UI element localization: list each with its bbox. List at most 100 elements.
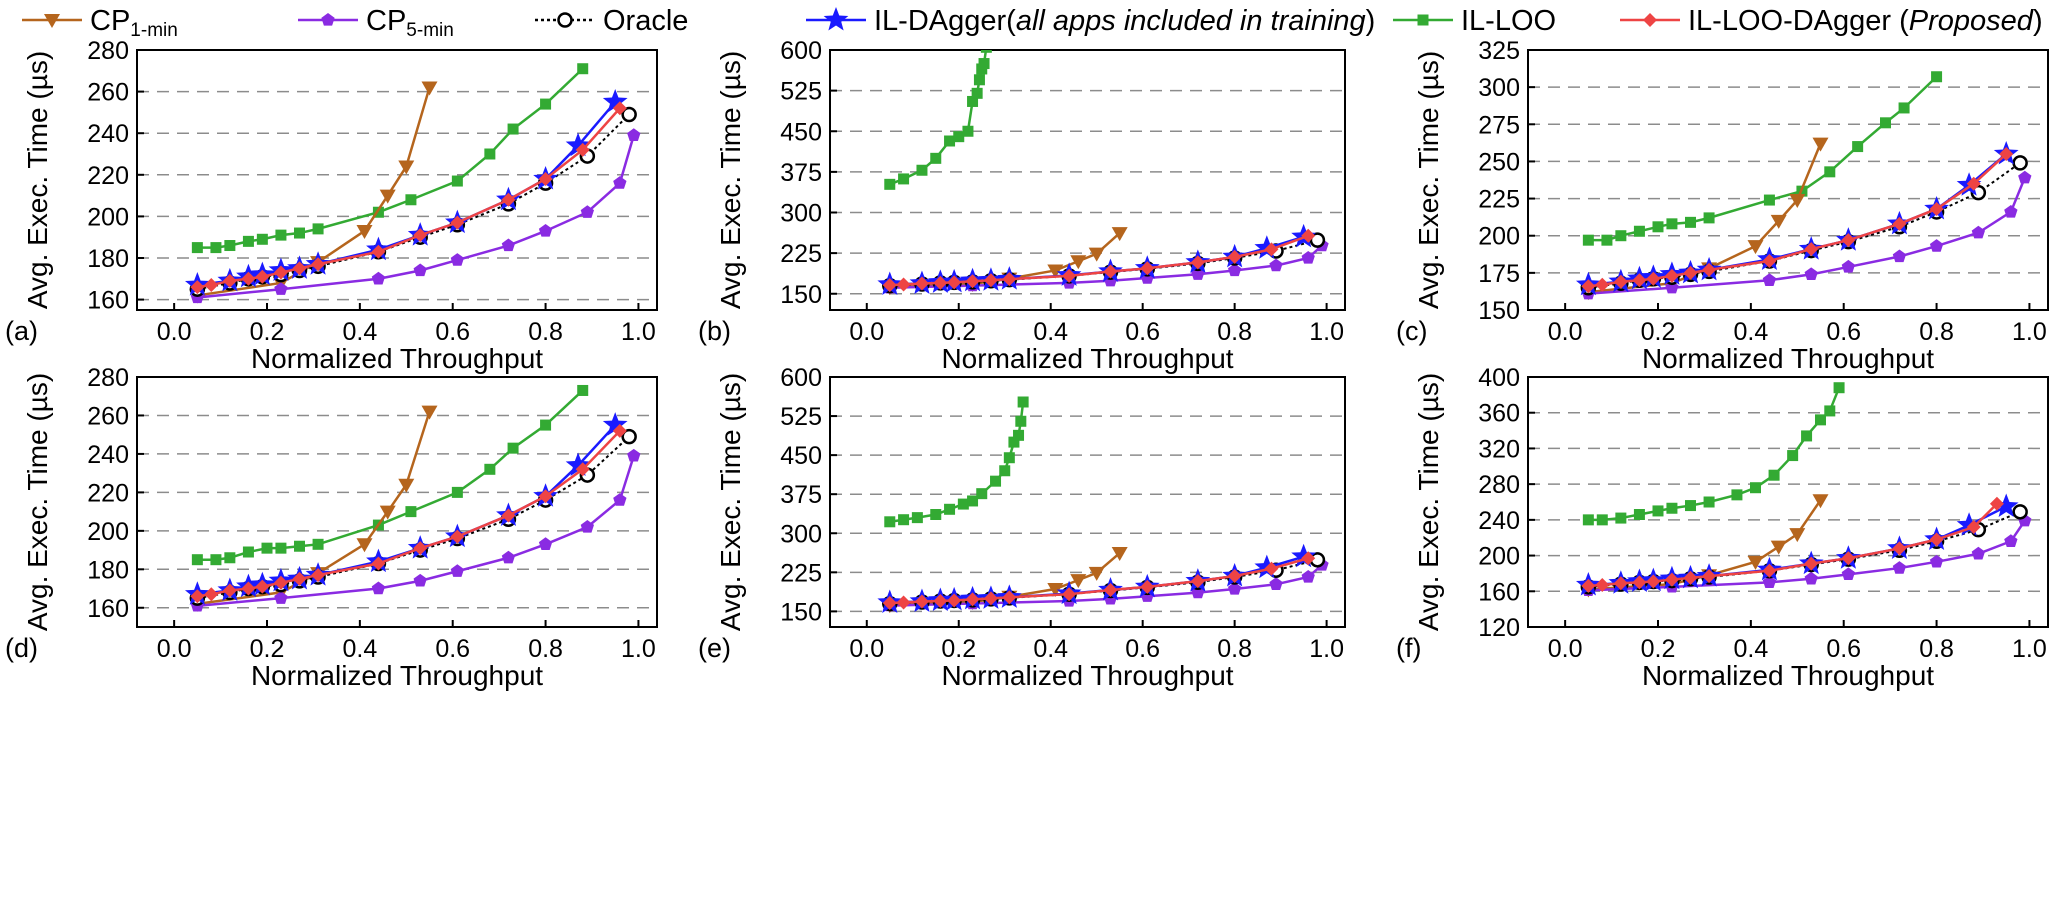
point-illoo [1633,225,1645,237]
point-cp5 [413,573,427,587]
point-illoo [930,152,942,164]
point-illoodagger [1227,249,1242,264]
point-illoo [451,486,463,498]
point-oracle [1970,184,1987,201]
x-tick-label: 0.6 [1125,318,1160,346]
point-cp5 [501,238,516,252]
point-illoodagger [1646,271,1661,286]
point-illoo [256,233,268,245]
x-axis-title: Normalized Throughput [1642,343,1934,374]
point-cp5 [450,564,465,577]
point-illoodagger [1664,268,1679,283]
legend-marker-oracle [557,12,573,28]
plot-frame [1527,49,2049,311]
point-illoodagger [882,278,897,293]
point-illoodagger [501,508,516,523]
y-tick-label: 175 [1478,260,1520,288]
point-oracle [621,106,637,123]
point-illoodagger [1301,551,1316,566]
point-illoo [1685,500,1696,512]
y-tick-label: 250 [1478,148,1520,176]
x-axis-title: Normalized Throughput [1642,660,1934,691]
point-illoodagger [1683,265,1698,280]
point-illoo [976,488,988,500]
point-illoodagger [1804,242,1819,257]
point-illoodagger [1841,233,1856,248]
x-tick-label: 0.2 [1641,635,1676,663]
point-cp5 [1892,249,1907,263]
point-illoo [978,58,990,70]
point-illoo [1750,482,1761,494]
point-illoo [484,463,496,475]
point-illoodagger [1664,572,1679,587]
legend-label-illoodagger: IL-LOO-DAgger (Proposed) [1688,5,2043,37]
point-illoo [484,148,496,160]
point-illoodagger [1190,255,1205,270]
x-tick-label: 1.0 [621,635,656,663]
point-illoodagger [311,568,326,583]
point-cp1 [421,405,438,420]
x-tick-label: 0.6 [1125,635,1160,663]
point-cp1 [1088,247,1105,262]
x-axis-title: Normalized Throughput [941,660,1233,691]
point-illoo [1824,166,1836,178]
point-illoodagger [882,596,897,611]
point-cp5 [1762,273,1777,286]
point-cp1 [1812,494,1829,509]
series-layer [877,50,1329,296]
legend: CP1-min CP5-min Oracle IL-DAgger(all apps i… [22,5,2043,40]
point-cp5 [274,282,288,295]
point-cp5 [538,537,553,550]
point-illoodagger [255,269,270,284]
x-tick-label: 1.0 [1309,635,1344,663]
point-cp1 [1770,214,1787,229]
point-illoo [1601,234,1613,246]
y-tick-label: 450 [780,118,822,146]
y-axis-title: Avg. Exec. Time (µs) [1413,373,1444,631]
plot-frame [136,49,658,311]
point-cp1 [1747,240,1764,255]
x-tick-label: 0.8 [1919,318,1954,346]
series-line-illoo [1588,387,1841,522]
point-illoodagger [1581,578,1596,593]
point-illoo [1003,452,1015,464]
point-illoo [971,87,983,99]
x-tick-label: 0.8 [1217,318,1252,346]
point-illoo [405,194,417,206]
point-cp1 [1812,137,1829,152]
point-illoo [261,542,273,554]
series-layer [184,63,641,304]
legend-entry-ildagger: IL-DAgger(all apps included in training) [806,5,1375,37]
legend-label-oracle: Oracle [603,5,688,37]
point-illoo [294,540,305,552]
point-illoodagger [896,277,911,292]
point-illoo [312,223,324,235]
point-illoo [967,495,979,507]
point-cp1 [421,81,438,96]
point-cp1 [356,538,373,553]
point-cp5 [1804,571,1818,585]
point-illoo [294,227,305,239]
y-tick-label: 150 [780,281,822,309]
point-oracle [2012,155,2028,171]
point-illoodagger [965,274,980,289]
point-illoodagger [1892,216,1907,231]
point-illoodagger [371,244,386,259]
y-tick-label: 200 [1478,223,1520,251]
point-illoodagger [1929,201,1944,216]
point-ildagger [1956,512,1982,536]
y-tick-label: 300 [780,200,822,228]
point-ildagger [602,89,628,113]
point-illoo [1666,502,1678,514]
panel-label: (d) [5,633,38,663]
point-cp5 [1301,570,1315,583]
chart-panel-0: 160 180 200 220 240 260 280 0.0 0.2 0.4 0.6 0.8 1.0 N… [5,37,658,374]
point-cp5 [413,263,427,277]
point-illoodagger [1103,264,1118,279]
point-illoodagger [1683,570,1698,585]
point-cp5 [627,448,641,462]
series-line-cp5 [1588,177,2026,295]
y-axis-title: Avg. Exec. Time (µs) [715,373,746,631]
point-illoodagger [1062,587,1077,602]
point-cp5 [1841,567,1856,580]
